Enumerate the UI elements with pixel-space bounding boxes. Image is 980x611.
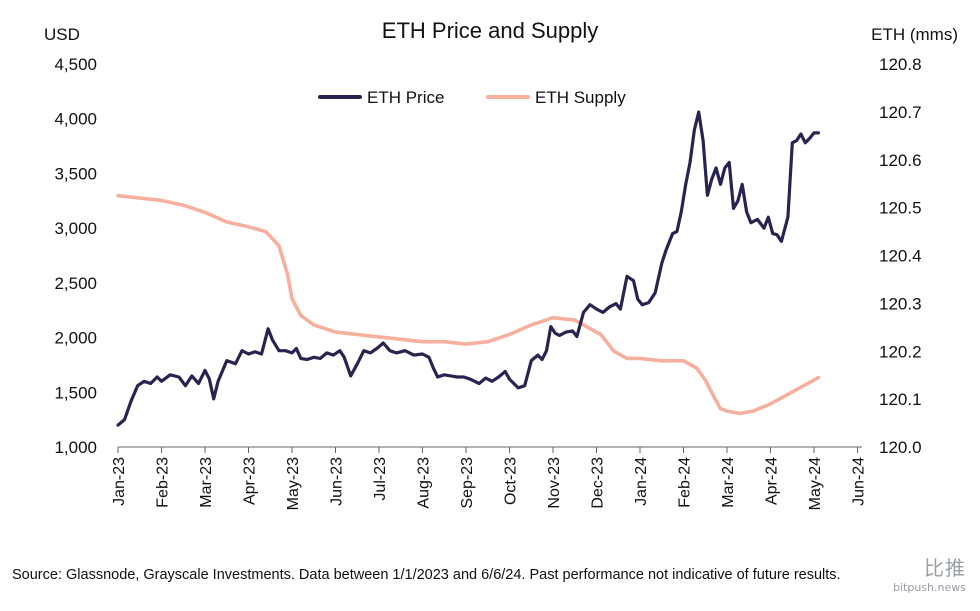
x-tick-label: Sep-23 — [459, 457, 476, 509]
left-axis-label: USD — [44, 25, 80, 44]
x-tick-label: Oct-23 — [503, 457, 520, 505]
left-tick-label: 2,000 — [54, 329, 97, 348]
x-tick-label: Jul-23 — [372, 457, 389, 501]
chart-title: ETH Price and Supply — [382, 18, 598, 43]
right-tick-label: 120.2 — [879, 342, 922, 361]
x-tick-label: Dec-23 — [590, 457, 607, 509]
x-tick-label: Nov-23 — [546, 457, 563, 509]
left-tick-label: 4,000 — [54, 110, 97, 129]
x-tick-label: May-24 — [807, 457, 824, 510]
x-tick-label: Jan-23 — [111, 457, 128, 506]
x-axis: Jan-23 Feb-23 Mar-23 Apr-23 May-23 Jun-23 Jul-… — [111, 446, 868, 510]
source-note: Source: Glassnode, Grayscale Investments… — [12, 567, 841, 583]
watermark-domain: bitpush.news — [893, 581, 966, 594]
x-tick-label: Apr-23 — [242, 457, 259, 505]
x-tick-label: Apr-24 — [764, 457, 781, 505]
series-layer — [116, 110, 821, 427]
right-tick-label: 120.3 — [879, 294, 922, 313]
left-tick-label: 4,500 — [54, 55, 97, 74]
x-tick-label: Mar-23 — [198, 457, 215, 508]
legend-label-eth-price: ETH Price — [367, 88, 444, 107]
x-tick-label: Jun-23 — [329, 457, 346, 506]
series-line-eth-price — [116, 110, 820, 427]
x-tick-label: May-23 — [285, 457, 302, 510]
x-tick-label: Jan-24 — [633, 457, 650, 506]
series-line-eth-supply — [116, 193, 821, 416]
right-tick-label: 120.1 — [879, 390, 922, 409]
left-tick-label: 1,000 — [54, 438, 97, 457]
legend: ETH Price ETH Supply — [318, 88, 626, 107]
right-tick-label: 120.0 — [879, 438, 922, 457]
right-tick-label: 120.8 — [879, 55, 922, 74]
right-tick-label: 120.6 — [879, 151, 922, 170]
x-tick-label: Aug-23 — [416, 457, 433, 509]
right-axis-label: ETH (mms) — [871, 25, 958, 44]
watermark-chinese: 比推 — [924, 556, 966, 580]
right-tick-label: 120.4 — [879, 247, 922, 266]
right-tick-label: 120.7 — [879, 103, 922, 122]
right-axis-ticks: 120.0 120.1 120.2 120.3 120.4 120.5 120.6 120.7… — [879, 55, 922, 457]
left-tick-label: 1,500 — [54, 383, 97, 402]
left-axis-ticks: 1,000 1,500 2,000 2,500 3,000 3,500 4,000 4,500 — [54, 55, 97, 457]
left-tick-label: 3,500 — [54, 164, 97, 183]
right-tick-label: 120.5 — [879, 199, 922, 218]
x-tick-label: Feb-23 — [155, 457, 172, 508]
x-tick-label: Mar-24 — [720, 457, 737, 508]
left-tick-label: 3,000 — [54, 219, 97, 238]
watermark: 比推 bitpush.news — [893, 552, 966, 594]
legend-label-eth-supply: ETH Supply — [535, 88, 626, 107]
left-tick-label: 2,500 — [54, 274, 97, 293]
x-tick-label: Feb-24 — [677, 457, 694, 508]
x-tick-label: Jun-24 — [851, 457, 868, 506]
